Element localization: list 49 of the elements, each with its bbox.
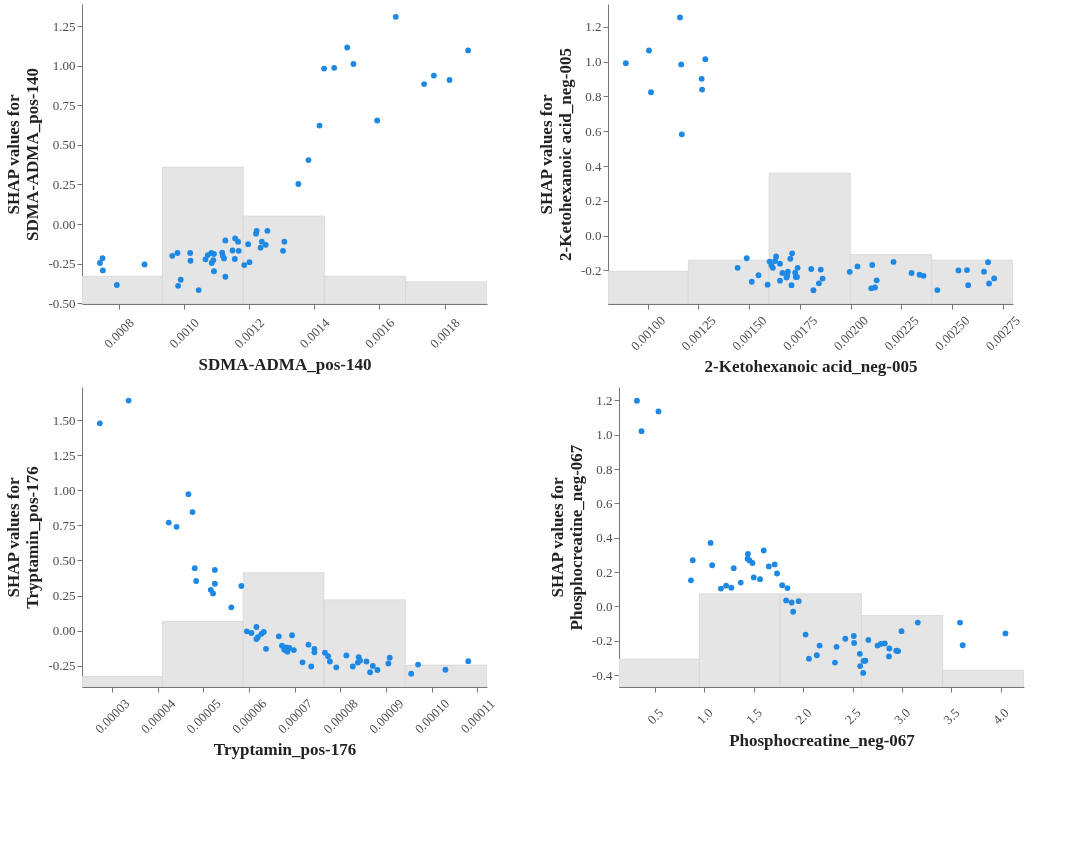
y-tick-label: 0.75	[52, 97, 76, 113]
y-tick-label: 0.0	[585, 228, 602, 244]
x-tick-label: 1.0	[693, 705, 716, 728]
y-tick-label: -0.2	[591, 633, 613, 649]
y-tick-label: 1.25	[52, 447, 76, 463]
x-tick-label: 3.5	[940, 705, 963, 728]
y-tick-label: 0.8	[585, 88, 602, 104]
y-tick-label: -0.25	[48, 256, 76, 272]
x-axis-title: Tryptamin_pos-176	[213, 740, 357, 760]
y-tick-label: 1.00	[52, 482, 76, 498]
y-tick-label: -0.25	[48, 658, 76, 674]
y-tick-label: 1.25	[52, 18, 76, 34]
y-tick-label: 1.00	[52, 58, 76, 74]
x-tick-label: 0.5	[644, 705, 667, 728]
y-tick-label: 0.8	[596, 461, 613, 477]
y-axis-title: SHAP values for SDMA-ADMA_pos-140	[4, 68, 43, 241]
y-axis-title: SHAP values for Tryptamin_pos-176	[4, 466, 43, 609]
x-tick-label: 2.0	[792, 705, 815, 728]
y-tick-label: 0.0	[596, 598, 613, 614]
x-tick-label: 2.5	[841, 705, 864, 728]
y-tick-label: -0.2	[580, 262, 602, 278]
y-tick-label: 0.2	[585, 193, 602, 209]
y-tick-label: 0.2	[596, 564, 613, 580]
x-axis-title: Phosphocreatine_neg-067	[729, 731, 916, 751]
y-tick-label: 0.4	[596, 530, 613, 546]
y-tick-label: 0.00	[52, 623, 76, 639]
x-tick-label: 1.5	[742, 705, 766, 728]
y-axis-title: SHAP values for Phosphocreatine_neg-067	[547, 444, 586, 631]
y-axis-title: SHAP values for 2-Ketohexanoic acid_neg-005	[536, 48, 575, 261]
y-tick-label: 0.50	[52, 552, 76, 568]
y-tick-label: -0.50	[48, 295, 76, 311]
y-tick-label: 0.75	[52, 517, 76, 533]
y-tick-label: 1.50	[52, 412, 76, 428]
x-axis-title: 2-Ketohexanoic acid_neg-005	[704, 357, 918, 377]
y-tick-label: 0.6	[585, 123, 602, 139]
y-tick-label: -0.4	[591, 667, 613, 683]
y-tick-label: 0.6	[596, 495, 613, 511]
x-axis-title: SDMA-ADMA_pos-140	[198, 355, 372, 375]
y-tick-label: 1.0	[585, 54, 602, 70]
y-tick-label: 1.0	[596, 427, 613, 443]
x-tick-label: 4.0	[989, 705, 1012, 728]
y-tick-label: 0.25	[52, 176, 76, 192]
y-tick-label: 0.25	[52, 588, 76, 604]
y-tick-label: 0.4	[585, 158, 602, 174]
y-tick-label: 0.00	[52, 216, 76, 232]
x-tick-label: 3.0	[891, 705, 914, 728]
y-tick-label: 0.50	[52, 137, 76, 153]
y-tick-label: 1.2	[585, 19, 602, 35]
y-tick-label: 1.2	[596, 392, 613, 408]
